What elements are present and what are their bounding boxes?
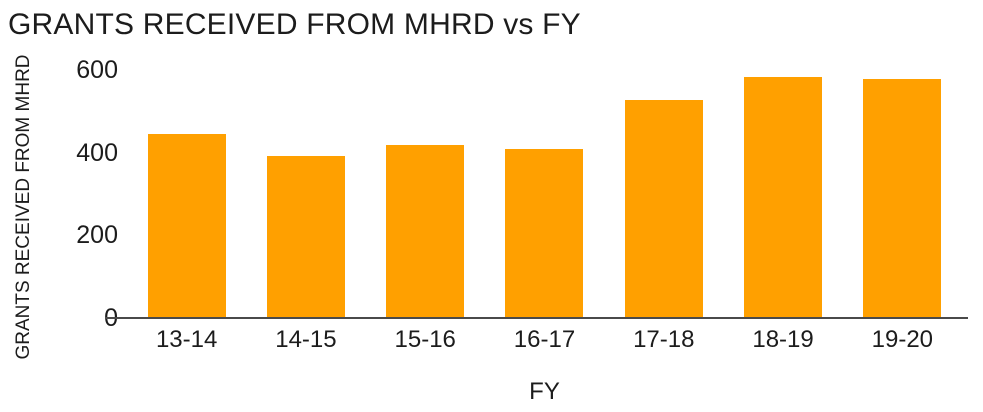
x-axis-ticks: 13-14 14-15 15-16 16-17 17-18 18-19 19-20 bbox=[127, 326, 962, 354]
chart-title: GRANTS RECEIVED FROM MHRD vs FY bbox=[8, 8, 581, 41]
bar-17-18 bbox=[624, 99, 703, 317]
bar-15-16 bbox=[386, 144, 465, 317]
bar-14-15 bbox=[266, 156, 345, 317]
x-tick-label: 13-14 bbox=[155, 326, 218, 353]
bar-19-20 bbox=[863, 79, 942, 317]
y-tick-label: 400 bbox=[76, 138, 118, 167]
x-axis-title: FY bbox=[529, 378, 560, 405]
x-tick-label: 18-19 bbox=[752, 326, 814, 353]
x-tick-label: 17-18 bbox=[633, 326, 695, 353]
y-tick-label: 600 bbox=[76, 56, 118, 84]
y-axis-title: GRANTS RECEIVED FROM MHRD bbox=[13, 54, 34, 360]
x-tick-label: 19-20 bbox=[871, 326, 934, 353]
bar-16-17 bbox=[505, 149, 584, 317]
bar-slot bbox=[723, 0, 842, 317]
x-axis-line bbox=[105, 317, 968, 319]
bar-slot bbox=[843, 0, 962, 317]
bar-slot bbox=[366, 0, 485, 317]
bar-slot bbox=[604, 0, 723, 317]
x-tick-label: 16-17 bbox=[513, 326, 576, 353]
y-tick-label: 200 bbox=[76, 221, 118, 250]
x-tick-label: 14-15 bbox=[275, 326, 337, 353]
bar-13-14 bbox=[147, 133, 226, 317]
bar-slot bbox=[485, 0, 604, 317]
bar-18-19 bbox=[744, 77, 823, 317]
x-tick-label: 15-16 bbox=[394, 326, 456, 353]
bars-area bbox=[127, 0, 962, 317]
bar-slot bbox=[246, 0, 365, 317]
bar-slot bbox=[127, 0, 246, 317]
